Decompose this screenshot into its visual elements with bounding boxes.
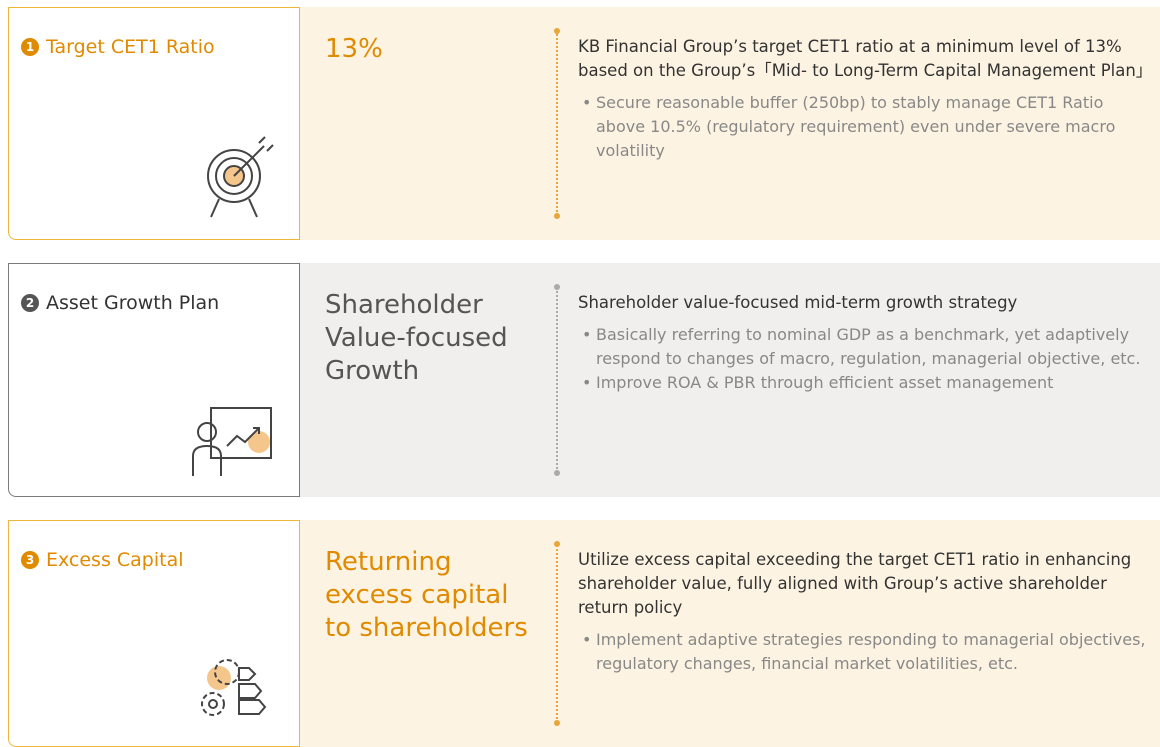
row: 1 Target CET1 Ratio 13% KB Financial Group’… <box>8 7 1160 240</box>
description: Shareholder value-focused mid-term growt… <box>578 291 1148 395</box>
main-text: Utilize excess capital exceeding the tar… <box>578 550 1132 617</box>
divider <box>554 284 560 476</box>
label: 2 Asset Growth Plan <box>21 292 219 314</box>
label-box: 2 Asset Growth Plan <box>8 263 300 497</box>
headline: Returning excess capital to shareholders <box>325 546 528 645</box>
bullet: Improve ROA & PBR through efficient asse… <box>578 371 1148 395</box>
label-text: Target CET1 Ratio <box>46 36 215 58</box>
description: KB Financial Group’s target CET1 ratio a… <box>578 35 1153 163</box>
label-box: 1 Target CET1 Ratio <box>8 7 300 240</box>
divider <box>554 28 560 219</box>
row: 3 Excess Capital Returning excess capital to… <box>8 520 1160 747</box>
headline-line: Shareholder <box>325 290 483 320</box>
label: 1 Target CET1 Ratio <box>21 36 215 58</box>
headline-line: to shareholders <box>325 613 528 643</box>
number-badge: 2 <box>21 294 39 312</box>
headline: 13% <box>325 33 383 66</box>
bullet: Basically referring to nominal GDP as a … <box>578 323 1148 371</box>
headline-line: 13% <box>325 34 383 64</box>
main-text: KB Financial Group’s target CET1 ratio a… <box>578 37 1153 80</box>
description: Utilize excess capital exceeding the tar… <box>578 548 1148 676</box>
content-box: 13% KB Financial Group’s target CET1 rati… <box>300 7 1160 240</box>
headline-line: excess capital <box>325 580 509 610</box>
bullet: Implement adaptive strategies responding… <box>578 628 1148 676</box>
label-box: 3 Excess Capital <box>8 520 300 747</box>
number-badge: 3 <box>21 551 39 569</box>
icon <box>189 648 279 732</box>
label-text: Asset Growth Plan <box>46 292 220 314</box>
icon <box>189 131 279 225</box>
bullet: Secure reasonable buffer (250bp) to stab… <box>578 91 1148 163</box>
row: 2 Asset Growth Plan Shareholder Value-focus… <box>8 263 1160 497</box>
headline-line: Value-focused <box>325 323 508 353</box>
main-text: Shareholder value-focused mid-term growt… <box>578 293 1018 312</box>
headline-line: Growth <box>325 356 420 386</box>
number-badge: 1 <box>21 38 39 56</box>
headline: Shareholder Value-focused Growth <box>325 289 508 388</box>
content-box: Shareholder Value-focused Growth Shareholde… <box>300 263 1160 497</box>
headline-line: Returning <box>325 547 452 577</box>
divider <box>554 541 560 726</box>
icon <box>189 398 279 482</box>
content-box: Returning excess capital to shareholders Ut… <box>300 520 1160 747</box>
label-text: Excess Capital <box>46 549 184 571</box>
label: 3 Excess Capital <box>21 549 184 571</box>
